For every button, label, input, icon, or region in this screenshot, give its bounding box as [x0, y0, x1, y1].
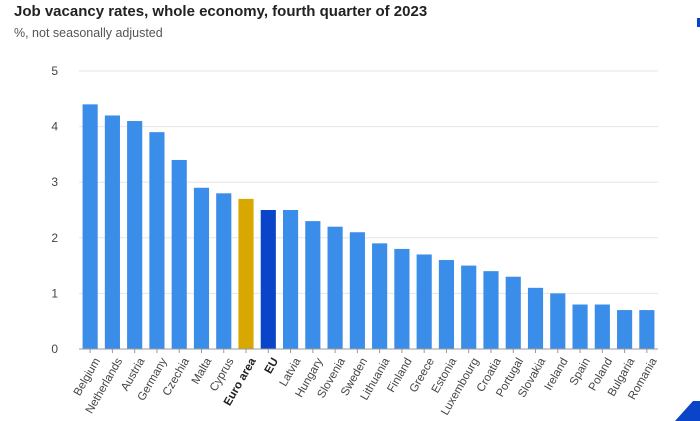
bar-eu[interactable] — [260, 210, 276, 349]
bar-euro-area[interactable] — [238, 198, 254, 349]
y-tick-label: 1 — [51, 286, 58, 300]
bar-latvia[interactable] — [282, 210, 299, 349]
y-tick-label: 0 — [51, 342, 58, 356]
bar-czechia[interactable] — [171, 159, 187, 349]
bar-cyprus[interactable] — [216, 193, 232, 349]
y-axis-ticks: 0 1 2 3 4 5 — [51, 64, 58, 356]
bar-germany[interactable] — [149, 132, 165, 349]
bar-austria[interactable] — [127, 121, 143, 349]
bar-slovenia[interactable] — [327, 226, 343, 349]
grid-lines — [79, 70, 658, 294]
bar-slovakia[interactable] — [527, 287, 544, 349]
bar-bulgaria[interactable] — [617, 310, 633, 349]
chart-subtitle: %, not seasonally adjusted — [14, 26, 163, 40]
bar-estonia[interactable] — [438, 260, 455, 349]
bar-greece[interactable] — [416, 254, 432, 349]
bar-lithuania[interactable] — [372, 243, 388, 349]
bar-netherlands[interactable] — [104, 115, 120, 349]
bar-croatia[interactable] — [483, 271, 499, 349]
bar-hungary[interactable] — [305, 221, 321, 349]
bars — [82, 104, 655, 349]
bar-belgium[interactable] — [82, 104, 98, 349]
bar-sweden[interactable] — [349, 232, 365, 349]
y-tick-label: 5 — [51, 64, 58, 78]
bar-portugal[interactable] — [505, 276, 521, 349]
bar-finland[interactable] — [394, 248, 410, 349]
bar-romania[interactable] — [639, 310, 655, 349]
bar-spain[interactable] — [572, 304, 588, 349]
x-axis-labels: BelgiumNetherlandsAustriaGermanyCzechiaM… — [72, 349, 660, 417]
chart-title: Job vacancy rates, whole economy, fourth… — [14, 3, 428, 20]
bar-malta[interactable] — [193, 187, 210, 349]
bar-luxembourg[interactable] — [461, 265, 477, 349]
y-tick-label: 2 — [51, 231, 58, 245]
y-tick-label: 3 — [51, 175, 58, 189]
x-tick-label-eu: EU — [263, 356, 281, 376]
bar-ireland[interactable] — [550, 293, 566, 349]
y-tick-label: 4 — [51, 120, 58, 134]
bar-poland[interactable] — [594, 304, 610, 349]
